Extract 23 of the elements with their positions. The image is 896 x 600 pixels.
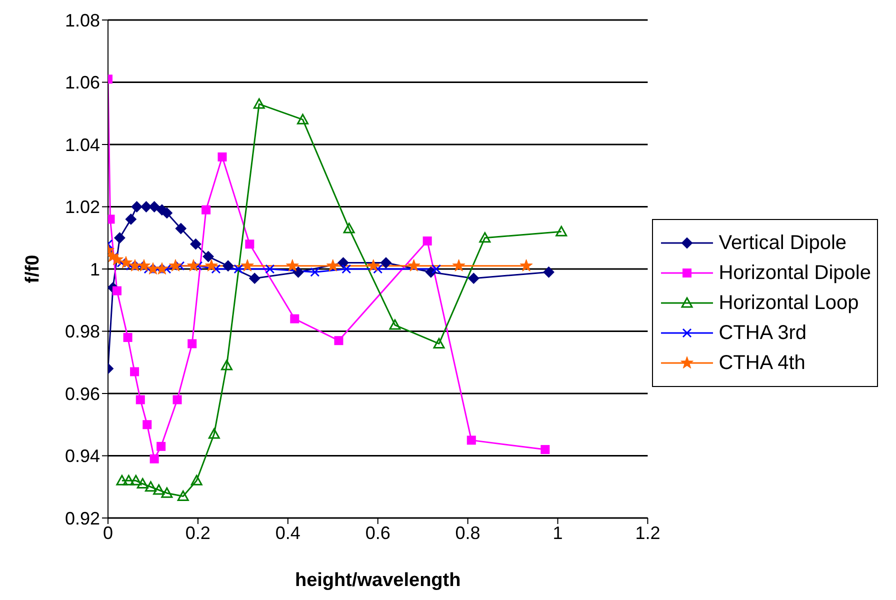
- x-tick-label: 0: [102, 522, 114, 543]
- legend-label: Horizontal Dipole: [718, 262, 871, 284]
- x-tick-label: 1.2: [635, 522, 660, 543]
- x-tick-label: 1: [552, 522, 563, 543]
- x-axis-title: height/wavelength: [294, 570, 461, 591]
- x-tick-label: 0.6: [365, 522, 390, 543]
- legend-label: CTHA 4th: [718, 352, 806, 374]
- y-tick-label: 1.02: [64, 197, 100, 218]
- y-tick-label: 1.08: [64, 10, 100, 30]
- y-tick-label: 1.06: [64, 72, 100, 93]
- x-tick-label: 0.2: [185, 522, 210, 543]
- y-tick-label: 0.94: [64, 446, 100, 466]
- y-tick-label: 0.92: [64, 508, 100, 528]
- y-axis-title: f/f0: [22, 254, 44, 284]
- legend-label: Vertical Dipole: [718, 232, 847, 254]
- y-tick-label: 0.96: [64, 384, 100, 404]
- x-tick-label: 0.8: [455, 522, 480, 543]
- y-tick-label: 1.04: [64, 134, 100, 155]
- legend-label: Horizontal Loop: [718, 292, 859, 314]
- y-tick-label: 1: [90, 259, 100, 280]
- y-tick-label: 0.98: [64, 322, 100, 342]
- x-tick-label: 0.4: [275, 522, 300, 543]
- legend-label: CTHA 3rd: [718, 322, 807, 344]
